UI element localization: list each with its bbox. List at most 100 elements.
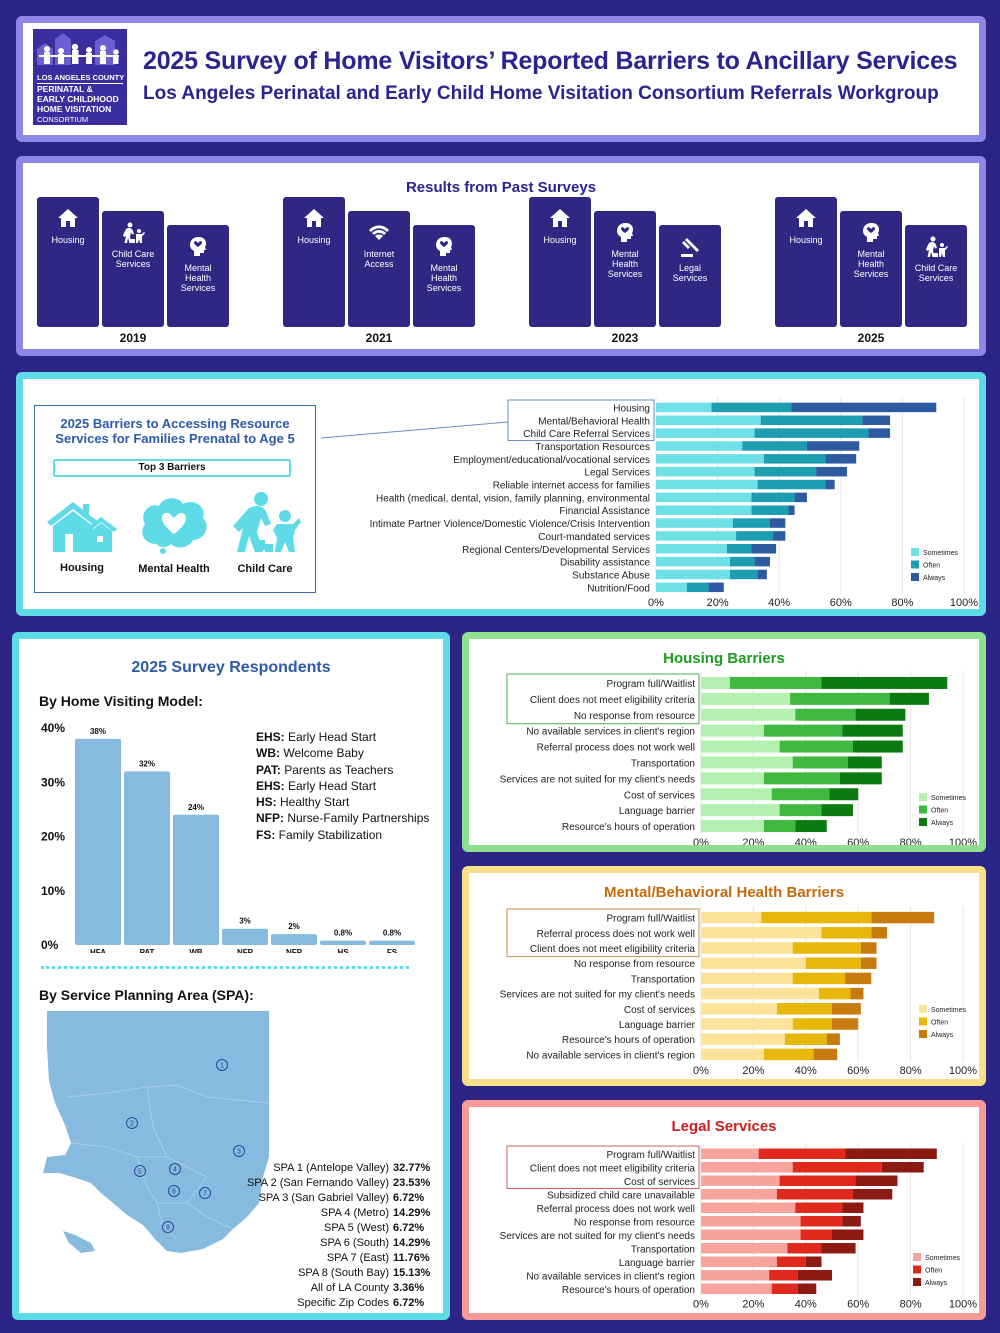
model-bar	[75, 738, 121, 945]
x-tick-label: 40%	[795, 1065, 817, 1077]
bar-always	[862, 415, 891, 426]
model-value-label: 38%	[90, 727, 106, 736]
top3-highlight-box	[506, 673, 700, 725]
y-tick-label: 40%	[41, 721, 65, 735]
bar-sometimes	[701, 911, 762, 924]
legend-label: Sometimes	[931, 795, 967, 802]
x-tick-label: 100%	[950, 597, 978, 609]
model-section-title: By Home Visiting Model:	[39, 693, 203, 709]
category-label: Transportation	[631, 1244, 695, 1255]
map-label-spa-8: 8	[166, 1225, 170, 1232]
bar-sometimes	[656, 569, 730, 580]
past-2023-card-1: Housing	[529, 197, 591, 327]
bar-often	[686, 582, 709, 593]
spa-item: SPA 3 (San Gabriel Valley) 6.72%	[247, 1191, 433, 1206]
bar-always	[826, 1033, 840, 1045]
category-label: Services are not suited for my client's …	[500, 1231, 695, 1242]
bar-often	[754, 466, 817, 477]
bar-sometimes	[701, 1018, 793, 1030]
category-label: Services are not suited for my client's …	[500, 990, 695, 1001]
bar-always	[797, 1283, 817, 1294]
bar-always	[852, 740, 903, 753]
spa-item: SPA 4 (Metro) 14.29%	[247, 1206, 433, 1221]
legend-label: Often	[923, 563, 940, 570]
past-surveys-title: Results from Past Surveys	[405, 179, 597, 196]
legend-swatch	[911, 548, 919, 556]
bar-always	[839, 772, 882, 785]
top3-label: Top 3 Barriers	[53, 459, 291, 477]
page-subtitle: Los Angeles Perinatal and Early Child Ho…	[143, 83, 939, 104]
x-tick-label: 60%	[847, 1299, 869, 1311]
bar-sometimes	[701, 692, 791, 705]
past-2023-card-3: Legal Services	[659, 225, 721, 327]
logo-line-4: HOME VISITATION	[37, 104, 112, 114]
category-label: Resource's hours of operation	[562, 1285, 695, 1296]
header-panel: LOS ANGELES COUNTY PERINATAL & EARLY CHI…	[16, 16, 986, 142]
legend-label: Always	[925, 1280, 948, 1287]
bar-sometimes	[656, 544, 727, 554]
bar-often	[792, 1162, 882, 1173]
logo-figures-icon	[33, 33, 127, 71]
spa-item: SPA 7 (East) 11.76%	[247, 1251, 433, 1266]
spa-value: 6.72%	[393, 1297, 425, 1309]
model-value-label: 0.8%	[383, 929, 401, 938]
past-2019-label-3: Mental Health Services	[180, 263, 216, 293]
category-label: Mental/Behavioral Health	[538, 416, 650, 427]
past-2019-card-1: Housing	[37, 197, 99, 327]
x-tick-label: 20%	[742, 1299, 764, 1311]
past-2025-label-1: Housing	[789, 235, 823, 245]
category-label: Client does not meet eligibility criteri…	[530, 944, 696, 955]
category-label: No available services in client's region	[526, 1271, 695, 1282]
bar-always	[855, 708, 906, 721]
y-tick-label: 20%	[41, 830, 65, 844]
bar-sometimes	[701, 1202, 796, 1213]
past-2019-label-1: Housing	[51, 235, 85, 245]
bar-always	[797, 1270, 832, 1281]
mental-health-panel: 0% 20% 40% 60% 80% 100% Program full/Waitlist R…	[462, 866, 986, 1086]
model-category-label: FS	[387, 948, 398, 953]
housing-panel: 0% 20% 40% 60% 80% 100% Program full/Waitlist C…	[462, 632, 986, 852]
bar-sometimes	[701, 927, 822, 939]
bar-always	[855, 1175, 898, 1186]
spa-item: SPA 6 (South) 14.29%	[247, 1236, 433, 1251]
abbreviation-code: PAT:	[256, 762, 281, 777]
bar-often	[787, 1243, 822, 1254]
bar-always	[821, 676, 948, 689]
spa-section-title: By Service Planning Area (SPA):	[39, 987, 254, 1003]
bar-always	[825, 454, 857, 464]
bar-always	[881, 1162, 924, 1173]
legend-swatch	[919, 1005, 927, 1013]
bar-often	[779, 1175, 856, 1186]
mental-health-icon	[432, 235, 456, 264]
legend-swatch	[913, 1278, 921, 1286]
house-icon	[302, 207, 326, 236]
past-2019-label-2: Child Care Services	[111, 249, 155, 269]
legal-chart: 0% 20% 40% 60% 80% 100% Program full/Waitlist C…	[500, 1118, 978, 1311]
model-bar	[124, 771, 170, 945]
bar-always	[832, 1229, 864, 1240]
category-label: Disability assistance	[560, 558, 650, 569]
bar-often	[771, 788, 830, 801]
bar-often	[776, 1189, 853, 1200]
past-2021-label-3: Mental Health Services	[426, 263, 462, 293]
spa-name: SPA 1 (Antelope Valley)	[273, 1162, 389, 1174]
past-2025-card-3: Child Care Services	[905, 225, 967, 327]
category-label: Client does not meet eligibility criteri…	[530, 695, 696, 706]
respondents-title: 2025 Survey Respondents	[131, 659, 331, 676]
x-tick-label: 0%	[648, 597, 664, 609]
past-2023-label-2: Mental Health Services	[607, 249, 643, 279]
bar-sometimes	[701, 1216, 801, 1227]
mental-health-icon	[186, 235, 210, 264]
legend-swatch	[919, 1030, 927, 1038]
spa-name: Specific Zip Codes	[297, 1297, 389, 1309]
bar-always	[842, 1202, 864, 1213]
bar-often	[800, 1229, 832, 1240]
bar-always	[845, 972, 872, 985]
legend-label: Often	[931, 808, 948, 815]
abbreviation-item: EHS: Early Head Start	[256, 730, 377, 744]
past-2025-label-3: Child Care Services	[914, 263, 958, 283]
legend-swatch	[913, 1265, 921, 1274]
bar-often	[792, 972, 846, 985]
past-2021-card-2: Internet Access	[348, 211, 410, 327]
barriers-title: 2025 Barriers to Accessing Resource Serv…	[55, 416, 295, 446]
